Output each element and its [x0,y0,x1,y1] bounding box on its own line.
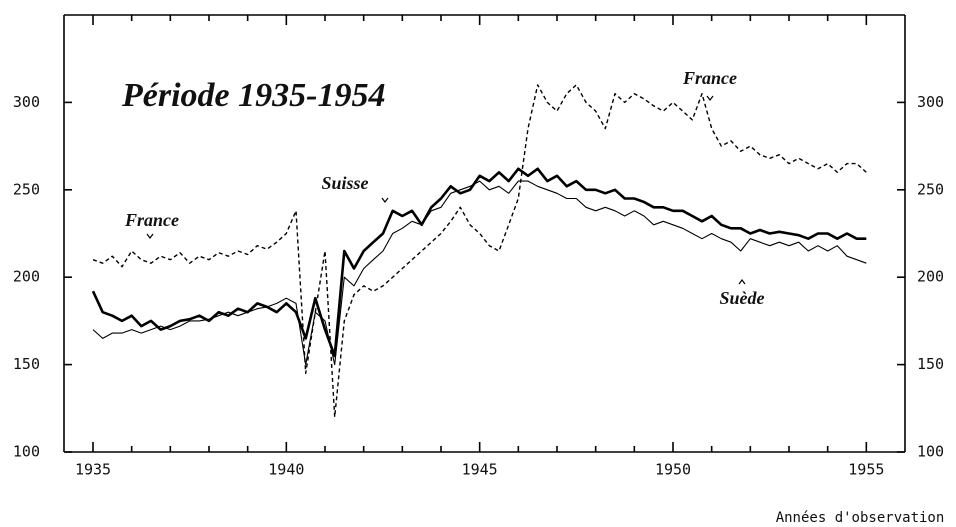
x-tick-label: 1935 [75,461,111,479]
series-line [91,167,867,358]
chart-title: Période 1935-1954 [121,77,385,114]
y-tick-label: 300 [13,93,40,111]
annotation-arrow [381,197,389,203]
annotation-arrow [146,233,154,239]
y2-tick-label: 300 [917,93,944,111]
series-line [92,84,867,418]
y2-tick-label: 250 [917,180,944,198]
annotation: France [682,68,737,88]
annotation: France [124,210,179,230]
y2-tick-label: 150 [917,355,944,373]
x-tick-label: 1940 [268,461,304,479]
y-tick-label: 150 [13,355,40,373]
y-tick-label: 100 [13,443,40,461]
x-tick-label: 1945 [462,461,498,479]
y-tick-label: 250 [13,180,40,198]
y-tick-label: 200 [13,268,40,286]
x-axis-label: Années d'observation [776,510,945,526]
series-line [92,180,867,366]
x-tick-label: 1955 [848,461,884,479]
annotation-arrow [738,279,746,285]
x-tick-label: 1950 [655,461,691,479]
annotation-arrow [706,95,714,101]
annotation: Suisse [321,173,368,193]
y2-tick-label: 100 [917,443,944,461]
y2-tick-label: 200 [917,268,944,286]
annotation: Suède [720,288,765,308]
